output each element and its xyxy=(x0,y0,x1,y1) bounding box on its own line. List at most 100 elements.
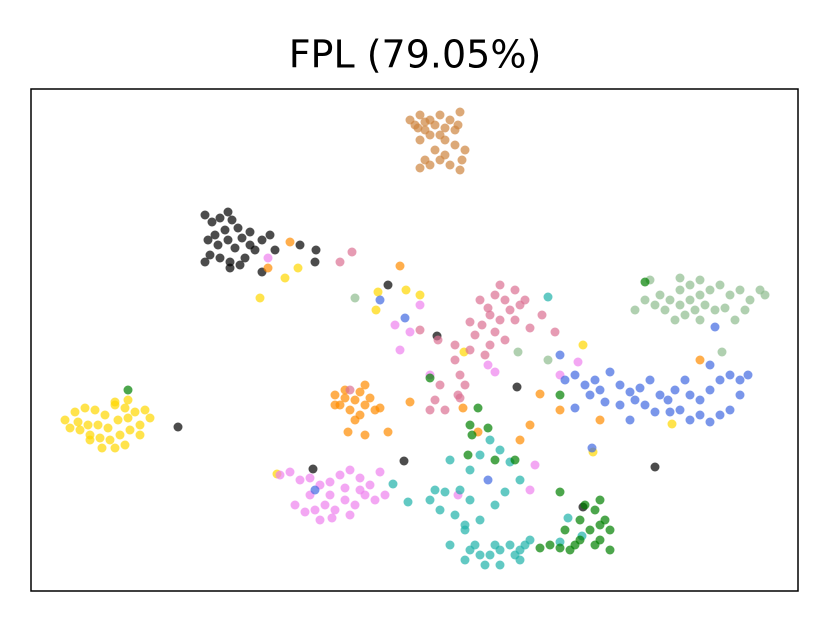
point xyxy=(435,380,445,390)
point xyxy=(220,225,230,235)
point xyxy=(100,410,110,420)
point xyxy=(685,280,695,290)
point xyxy=(210,230,220,240)
point xyxy=(740,305,750,315)
point xyxy=(115,430,125,440)
point xyxy=(223,235,233,245)
point xyxy=(415,110,425,120)
point xyxy=(640,295,650,305)
point xyxy=(565,545,575,555)
point xyxy=(263,263,273,273)
point xyxy=(605,525,615,535)
point xyxy=(435,505,445,515)
point xyxy=(135,420,145,430)
point xyxy=(295,475,305,485)
point xyxy=(345,465,355,475)
point xyxy=(515,555,525,565)
point xyxy=(205,250,215,260)
point xyxy=(365,393,375,403)
point xyxy=(480,350,490,360)
point xyxy=(455,485,465,495)
point xyxy=(455,107,465,117)
point xyxy=(223,207,233,217)
point xyxy=(203,235,213,245)
point xyxy=(345,510,355,520)
point xyxy=(350,415,360,425)
point xyxy=(250,245,260,255)
point xyxy=(537,310,547,320)
point xyxy=(680,310,690,320)
point xyxy=(413,123,423,133)
point xyxy=(120,403,130,413)
point xyxy=(237,233,247,243)
point xyxy=(445,160,455,170)
point xyxy=(465,465,475,475)
point xyxy=(495,280,505,290)
point xyxy=(375,295,385,305)
point xyxy=(311,245,321,255)
point xyxy=(450,140,460,150)
point xyxy=(695,355,705,365)
point xyxy=(315,515,325,525)
point xyxy=(655,290,665,300)
point xyxy=(420,117,430,127)
point xyxy=(415,163,425,173)
point xyxy=(560,375,570,385)
point xyxy=(595,520,605,530)
point xyxy=(435,110,445,120)
point xyxy=(123,413,133,423)
point xyxy=(605,545,615,555)
point xyxy=(483,303,493,313)
point xyxy=(705,385,715,395)
point xyxy=(512,382,522,392)
point xyxy=(470,540,480,550)
point xyxy=(650,462,660,472)
point xyxy=(445,455,455,465)
point xyxy=(440,405,450,415)
point xyxy=(710,305,720,315)
point xyxy=(340,393,350,403)
point xyxy=(360,430,370,440)
point xyxy=(705,360,715,370)
point xyxy=(440,487,450,497)
point xyxy=(415,325,425,335)
point xyxy=(415,135,425,145)
point xyxy=(373,287,383,297)
point xyxy=(293,263,303,273)
point xyxy=(585,390,595,400)
point xyxy=(280,273,290,283)
point xyxy=(370,495,380,505)
point xyxy=(425,130,435,140)
point xyxy=(405,327,415,337)
point xyxy=(650,300,660,310)
point xyxy=(717,347,727,357)
point xyxy=(473,403,483,413)
point xyxy=(425,495,435,505)
point xyxy=(97,443,107,453)
point xyxy=(485,550,495,560)
point xyxy=(725,290,735,300)
point xyxy=(575,515,585,525)
point xyxy=(735,285,745,295)
point xyxy=(80,403,90,413)
point xyxy=(485,310,495,320)
point xyxy=(710,322,720,332)
point xyxy=(510,315,520,325)
point xyxy=(490,367,500,377)
point xyxy=(685,415,695,425)
point xyxy=(475,515,485,525)
point xyxy=(450,510,460,520)
point xyxy=(375,403,385,413)
point xyxy=(500,295,510,305)
point xyxy=(470,330,480,340)
point xyxy=(455,165,465,175)
point xyxy=(457,155,467,165)
plot-frame xyxy=(30,88,799,592)
point xyxy=(450,355,460,365)
point xyxy=(207,217,217,227)
point xyxy=(535,543,545,553)
point xyxy=(310,257,320,267)
point xyxy=(650,407,660,417)
point xyxy=(590,540,600,550)
